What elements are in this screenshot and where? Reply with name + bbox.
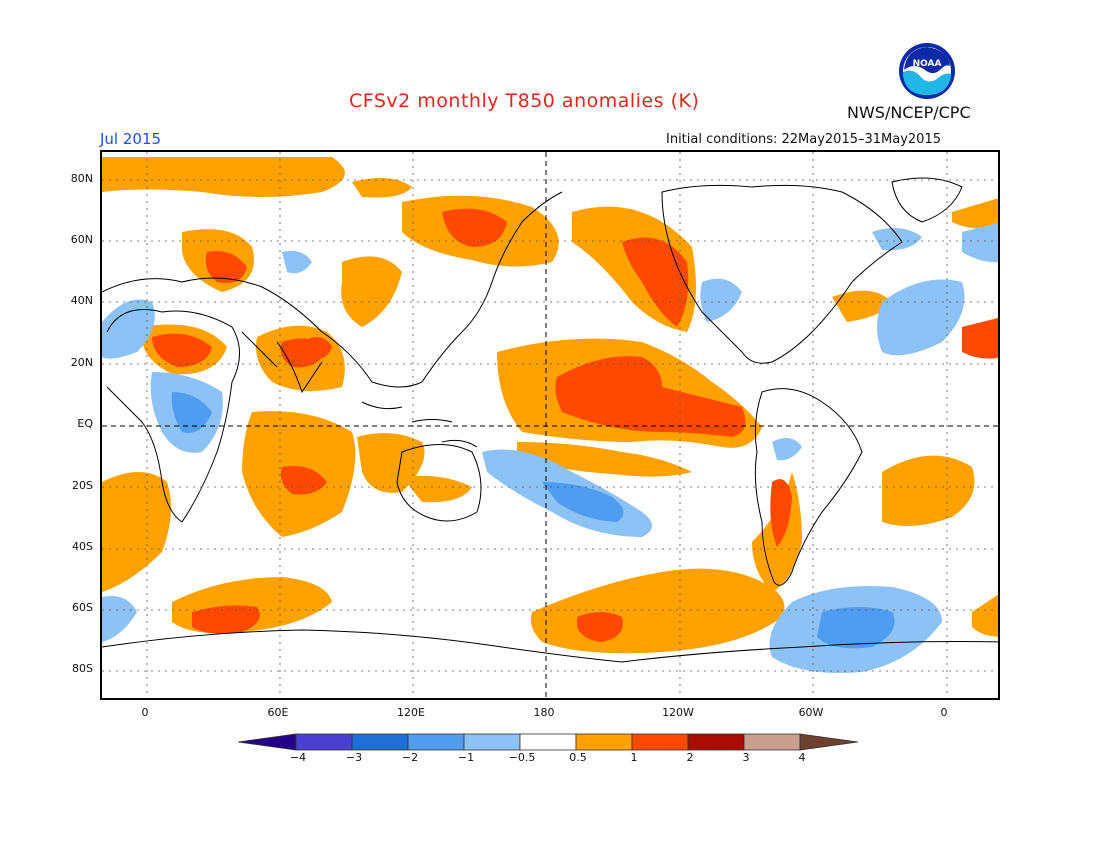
logo-text: NOAA: [913, 59, 942, 69]
lat-label-40n: 40N: [70, 294, 93, 307]
colorbar-label: −3: [345, 751, 363, 764]
colorbar-label: −1: [457, 751, 475, 764]
gridlines: [102, 152, 998, 698]
lat-label-60s: 60S: [72, 601, 93, 614]
initial-conditions: Initial conditions: 22May2015–31May2015: [666, 132, 941, 147]
lat-label-20s: 20S: [72, 479, 93, 492]
colorbar-label: −2: [401, 751, 419, 764]
lat-label-60n: 60N: [70, 233, 93, 246]
lat-label-80s: 80S: [72, 662, 93, 675]
colorbar-label: 1: [630, 751, 638, 764]
strong-cold-anomalies: [171, 392, 895, 649]
lat-label-20n: 20N: [70, 356, 93, 369]
lon-label-0: 0: [141, 706, 149, 719]
lon-label-120e: 120E: [397, 706, 425, 719]
lon-label-0-right: 0: [940, 706, 948, 719]
colorbar-label: −4: [289, 751, 307, 764]
strong-warm-anomalies: [152, 208, 998, 642]
colorbar-label: 2: [686, 751, 694, 764]
chart-title: CFSv2 monthly T850 anomalies (K): [349, 90, 700, 112]
colorbar-label: 0.5: [569, 751, 587, 764]
lon-label-120w: 120W: [662, 706, 694, 719]
reference-lines: [102, 152, 998, 698]
lon-label-60e: 60E: [267, 706, 289, 719]
colorbar: [238, 733, 859, 751]
colorbar-label: −0.5: [508, 751, 536, 764]
coastlines: [102, 177, 998, 663]
lat-label-eq: EQ: [77, 417, 93, 430]
lat-label-80n: 80N: [70, 172, 93, 185]
lon-label-180: 180: [533, 706, 555, 719]
forecast-month: Jul 2015: [100, 130, 162, 148]
colorbar-label: 4: [798, 751, 806, 764]
colorbar-label: 3: [742, 751, 750, 764]
lon-label-60w: 60W: [798, 706, 824, 719]
agency-label: NWS/NCEP/CPC: [847, 103, 971, 122]
warm-anomalies: [102, 157, 998, 654]
noaa-logo: NOAA: [899, 43, 955, 99]
anomaly-map: [102, 152, 998, 698]
lat-label-40s: 40S: [72, 540, 93, 553]
map-panel: [100, 150, 1000, 700]
